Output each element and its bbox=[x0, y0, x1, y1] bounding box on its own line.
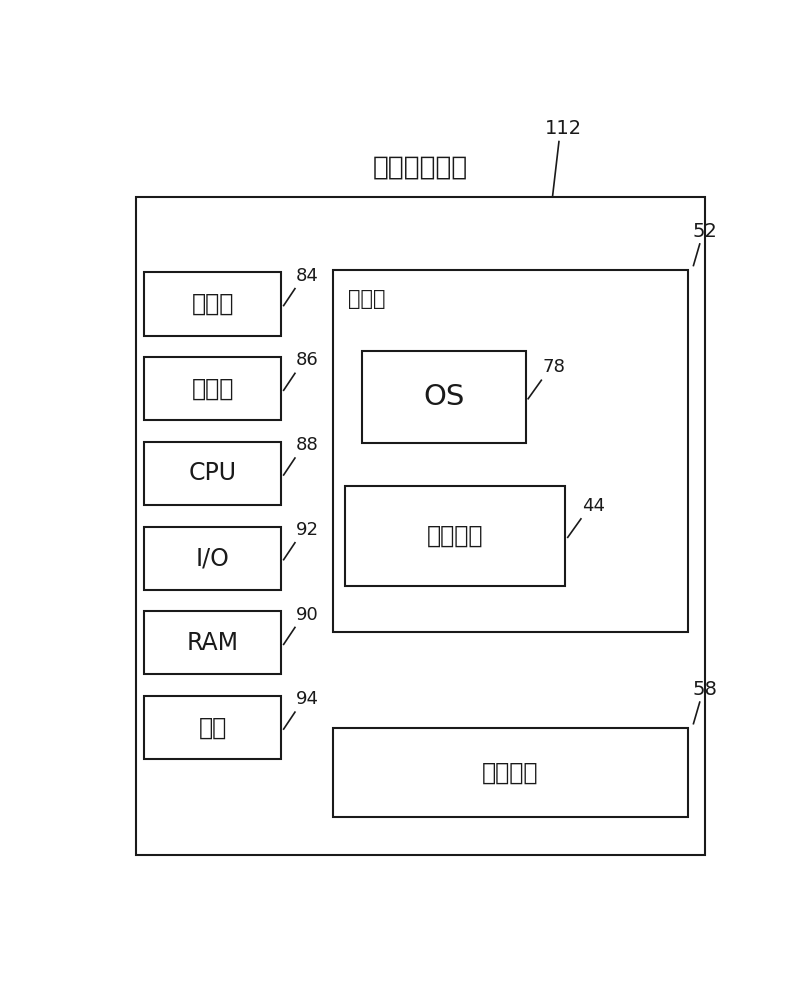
Text: 84: 84 bbox=[296, 267, 319, 285]
Text: 摄像头: 摄像头 bbox=[191, 377, 234, 401]
Bar bbox=[144, 272, 281, 336]
Text: 用户界面设备: 用户界面设备 bbox=[373, 155, 468, 181]
Text: 58: 58 bbox=[693, 680, 717, 699]
Bar bbox=[363, 351, 526, 443]
Text: CPU: CPU bbox=[189, 461, 237, 485]
Bar bbox=[144, 442, 281, 505]
Bar bbox=[144, 357, 281, 420]
Text: 通信单元: 通信单元 bbox=[482, 761, 539, 785]
Text: 存储器: 存储器 bbox=[349, 289, 386, 309]
Text: 88: 88 bbox=[296, 436, 319, 454]
Bar bbox=[144, 611, 281, 674]
Text: 90: 90 bbox=[296, 606, 319, 624]
Text: OS: OS bbox=[423, 383, 465, 411]
Text: 显示器: 显示器 bbox=[191, 292, 234, 316]
Text: 94: 94 bbox=[296, 690, 320, 708]
Text: 控制单元: 控制单元 bbox=[427, 524, 483, 548]
Bar bbox=[333, 270, 688, 632]
Bar bbox=[144, 696, 281, 759]
Text: 78: 78 bbox=[543, 358, 565, 376]
Bar bbox=[136, 197, 705, 855]
Text: I/O: I/O bbox=[195, 546, 230, 570]
Text: 92: 92 bbox=[296, 521, 320, 539]
Bar bbox=[345, 486, 565, 586]
Text: 86: 86 bbox=[296, 351, 319, 369]
Text: 52: 52 bbox=[693, 222, 717, 241]
Bar bbox=[333, 728, 688, 817]
Text: 112: 112 bbox=[545, 119, 582, 138]
Text: 电机: 电机 bbox=[199, 716, 227, 740]
Bar bbox=[144, 527, 281, 590]
Text: RAM: RAM bbox=[187, 631, 238, 655]
Text: 44: 44 bbox=[582, 497, 605, 515]
